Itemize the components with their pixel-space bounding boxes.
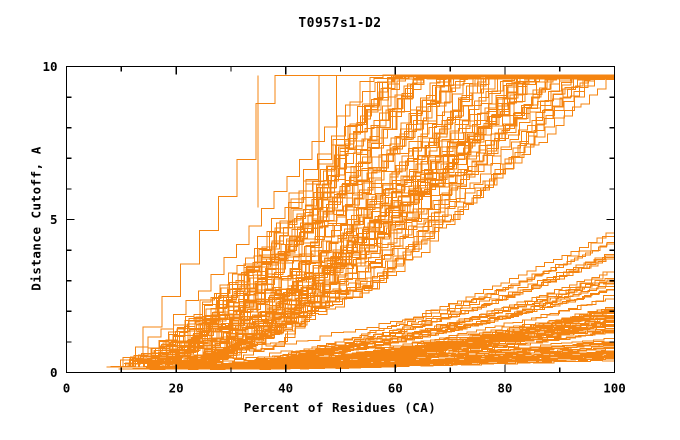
y-tick-label: 0 — [50, 365, 58, 380]
x-axis-label: Percent of Residues (CA) — [243, 400, 437, 415]
chart-title: T0957s1-D2 — [298, 16, 382, 31]
axes-frame — [65, 65, 616, 374]
x-tick-label: 80 — [497, 381, 512, 396]
x-tick-label: 20 — [169, 381, 184, 396]
y-tick-label: 10 — [42, 59, 57, 74]
y-tick-label: 5 — [50, 212, 58, 227]
x-tick-label: 100 — [603, 381, 626, 396]
x-tick-label: 40 — [278, 381, 293, 396]
x-tick-label: 60 — [388, 381, 403, 396]
x-tick-label: 0 — [63, 381, 71, 396]
data-curves — [106, 74, 615, 370]
axis-tick-labels: 0 20 40 60 80 100 0 5 10 — [42, 59, 625, 396]
